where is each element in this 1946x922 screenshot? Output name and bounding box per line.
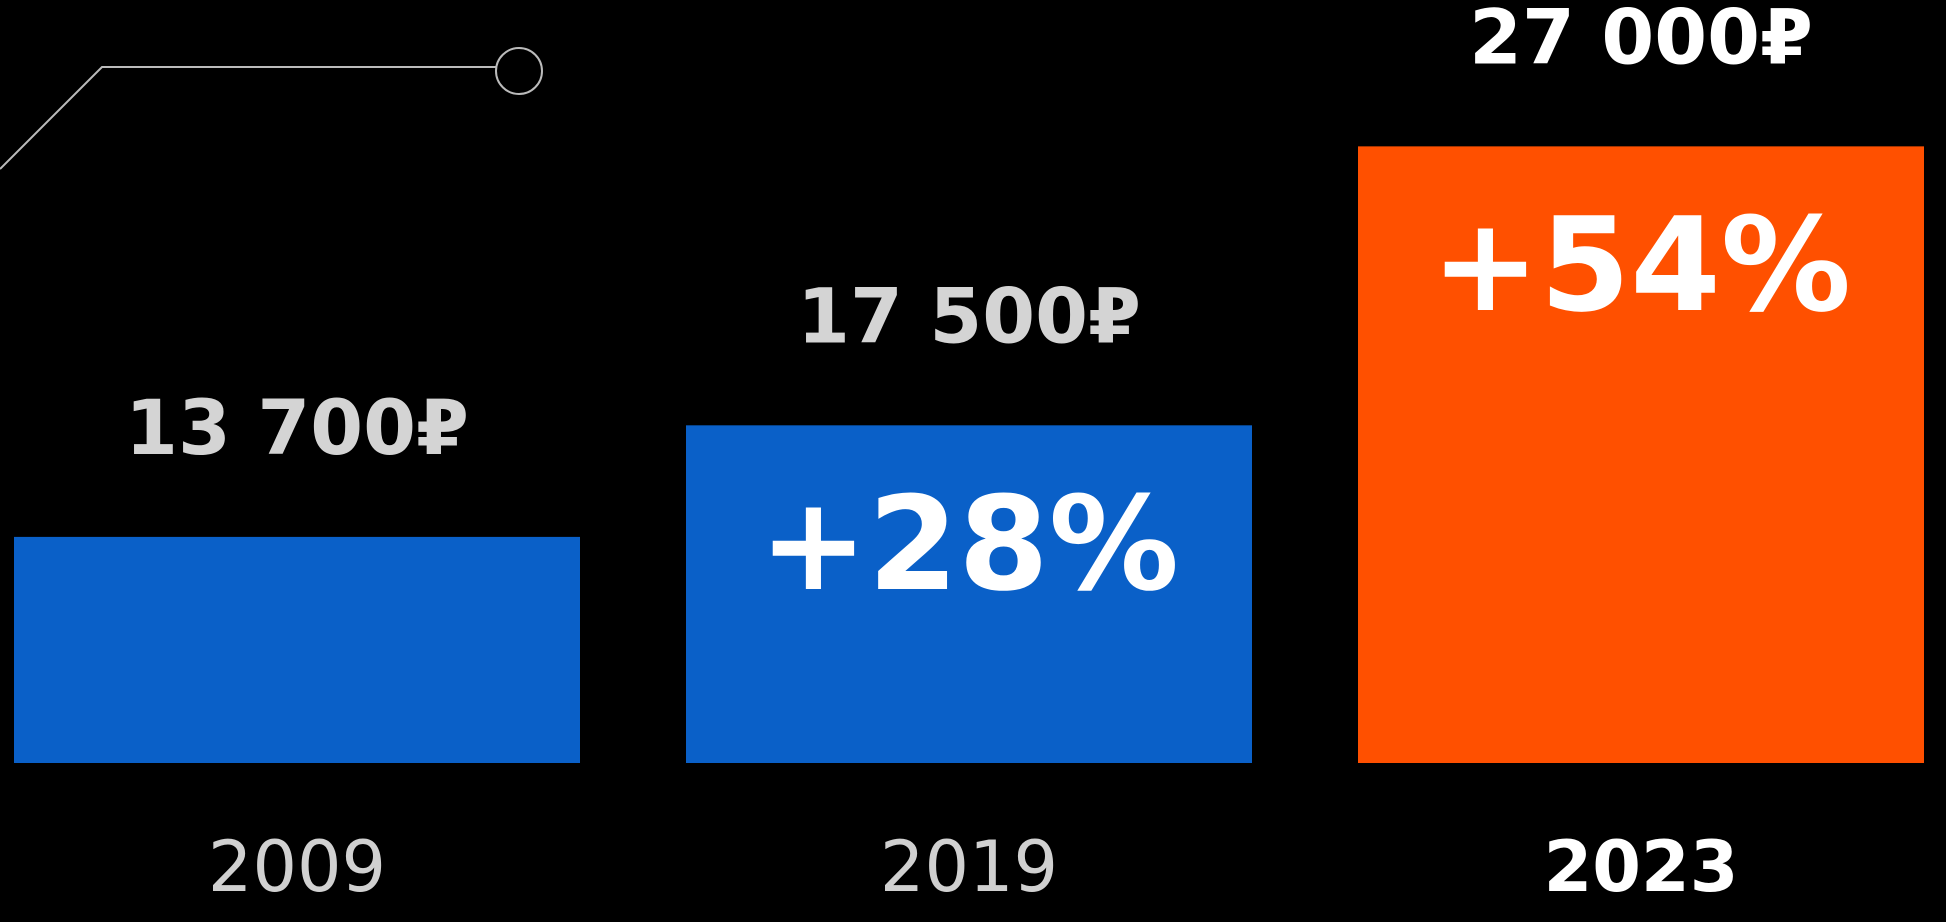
bar bbox=[14, 536, 580, 763]
value-label: 27 000₽ bbox=[1469, 0, 1813, 81]
decor-line bbox=[0, 66, 496, 170]
change-label: +28% bbox=[759, 468, 1179, 620]
decor-circle bbox=[495, 47, 543, 95]
change-label: +54% bbox=[1431, 189, 1851, 341]
value-label: 13 700₽ bbox=[125, 383, 469, 472]
x-tick-label: 2019 bbox=[880, 826, 1058, 908]
value-label: 17 500₽ bbox=[797, 271, 1141, 360]
x-tick-label: 2009 bbox=[208, 826, 386, 908]
x-tick-label: 2023 bbox=[1544, 826, 1739, 908]
bar bbox=[1358, 146, 1924, 763]
bar bbox=[686, 425, 1252, 763]
